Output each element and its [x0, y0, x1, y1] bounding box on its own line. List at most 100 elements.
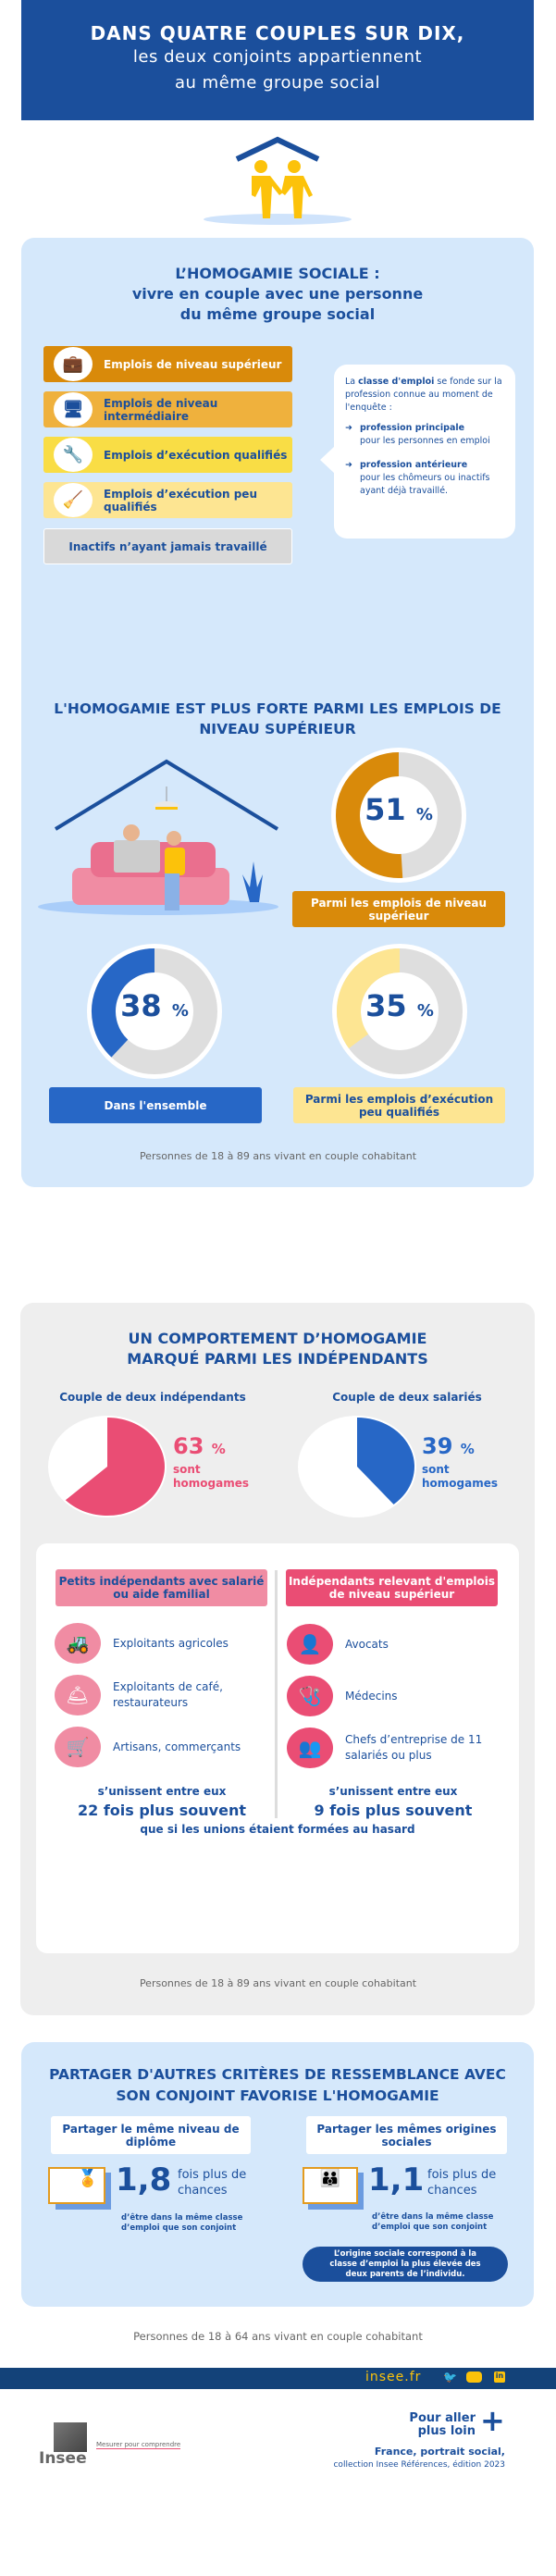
donut-segment	[336, 752, 403, 878]
section4-title: PARTAGER D'AUTRES CRITÈRES DE RESSEMBLAN…	[49, 2066, 506, 2104]
left-unite: s’unissent entre eux	[97, 1785, 227, 1798]
insee-logo: Insee	[39, 2422, 87, 2468]
arrow-icon: ➜	[345, 423, 352, 433]
section3-footnote: Personnes de 18 à 89 ans vivant en coupl…	[139, 1977, 417, 1989]
definition-title-2: vivre en couple avec une personne	[131, 285, 424, 303]
category-label: Emplois de niveau intermédiaire	[104, 396, 218, 423]
monitor-icon: 🖥	[54, 392, 93, 427]
publication-title[interactable]: France, portrait social,	[374, 2446, 505, 2458]
category-execution-qualifies: 🔧 Emplois d’exécution qualifiés	[43, 437, 292, 473]
callout-intro: La classe d'emploi se fonde sur la profe…	[345, 377, 502, 413]
independants-superieur-header: Indépendants relevant d'emplois de nivea…	[286, 1569, 498, 1606]
category-intermediaire: 🖥 Emplois de niveau intermédiaire	[43, 391, 292, 427]
definition-title-1: L’HOMOGAMIE SOCIALE :	[175, 265, 380, 282]
diplome-value: 1,8	[116, 2161, 172, 2198]
classe-emploi-callout: La classe d'emploi se fonde sur la profe…	[320, 365, 515, 539]
diplome-desc: d’être dans la même classe d’emploi que …	[121, 2213, 243, 2233]
header-subtitle-1: les deux conjoints appartiennent	[132, 47, 423, 67]
callout-item-1: ➜ profession principale pour les personnes…	[345, 423, 490, 446]
youtube-icon[interactable]	[466, 2372, 482, 2383]
footer-bar: insee.fr 🐦 in	[0, 2368, 556, 2389]
tractor-icon: 🚜	[55, 1623, 101, 1664]
divider	[275, 1570, 278, 1818]
category-label: Emplois d’exécution peu qualifiés	[104, 487, 257, 514]
section4-footnote: Personnes de 18 à 64 ans vivant en coupl…	[133, 2330, 423, 2343]
label-superieur: Parmi les emplois de niveau supérieur	[292, 891, 505, 927]
list-item: 🛎 Exploitants de café, restaurateurs	[55, 1675, 267, 1715]
pour-aller-plus-loin[interactable]: Pour aller plus loin	[409, 2411, 476, 2438]
callout-item-2: ➜ profession antérieure pour les chômeurs …	[345, 460, 490, 496]
pie-slice	[357, 1418, 414, 1505]
category-inactifs: Inactifs n’ayant jamais travaillé	[43, 528, 292, 564]
couple-house-icon	[204, 136, 352, 225]
pie-salaries	[298, 1416, 416, 1517]
list-item: 👤 Avocats	[287, 1624, 509, 1665]
category-label: Emplois d’exécution qualifiés	[104, 448, 288, 462]
pie-independants-heading: Couple de deux indépendants	[59, 1391, 246, 1404]
list-item: 👥 Chefs d’entreprise de 11 salariés ou pl…	[287, 1728, 509, 1768]
stethoscope-icon: 🩺	[287, 1676, 333, 1716]
petits-independants-list: 🚜 Exploitants agricoles 🛎 Exploitants de c…	[55, 1623, 267, 1767]
arrow-icon: ➜	[345, 460, 352, 470]
pie-independants-text: 63 % sont homogames	[173, 1433, 250, 1490]
list-item: 🛒 Artisans, commerçants	[55, 1727, 267, 1767]
independants-superieur-list: 👤 Avocats 🩺 Médecins 👥 Chefs d’entreprise d…	[287, 1624, 509, 1768]
origines-unit: fois plus de chances	[427, 2168, 497, 2198]
label-peu-qualifies: Parmi les emplois d’exécution peu qualif…	[293, 1087, 505, 1123]
section2-footnote: Personnes de 18 à 89 ans vivant en coupl…	[139, 1150, 417, 1162]
definition-title: L’HOMOGAMIE SOCIALE : vivre en couple av…	[21, 264, 534, 325]
header-banner: DANS QUATRE COUPLES SUR DIX, les deux co…	[21, 0, 534, 120]
donut-superieur	[331, 748, 466, 883]
header-title: DANS QUATRE COUPLES SUR DIX,	[90, 22, 465, 44]
group-icon: 👥	[287, 1728, 333, 1768]
briefcase-icon: 💼	[54, 347, 93, 381]
linkedin-icon[interactable]: in	[494, 2372, 505, 2383]
definition-title-3: du même groupe social	[179, 305, 376, 323]
donut-superieur-value: 51 %	[364, 792, 433, 827]
diplome-heading: Partager le même niveau de diplôme	[51, 2116, 251, 2154]
mop-bucket-icon: 🧹	[54, 483, 93, 517]
category-label: Emplois de niveau supérieur	[104, 357, 282, 371]
origines-heading: Partager les mêmes origines sociales	[306, 2116, 507, 2154]
origines-desc: d’être dans la même classe d’emploi que …	[372, 2212, 494, 2232]
plus-icon: +	[480, 2403, 505, 2438]
shopkeeper-icon: 🛒	[55, 1727, 101, 1767]
pie-slice	[65, 1418, 165, 1516]
right-times: 9 fois plus souvent	[314, 1802, 473, 1819]
label-ensemble: Dans l'ensemble	[49, 1087, 262, 1123]
donut-segment	[92, 948, 155, 1058]
donut-ensemble-value: 38 %	[120, 988, 189, 1023]
insee-link[interactable]: insee.fr	[365, 2370, 422, 2384]
cloche-icon: 🛎	[55, 1675, 101, 1715]
donut-ensemble	[87, 944, 222, 1079]
family-icon: 👪	[303, 2167, 364, 2210]
lawyer-icon: 👤	[287, 1624, 333, 1665]
category-superieur: 💼 Emplois de niveau supérieur	[43, 346, 292, 382]
origine-sociale-note: L’origine sociale correspond à la classe…	[303, 2247, 508, 2282]
donut-peu-qualifies	[332, 944, 467, 1079]
origines-value: 1,1	[368, 2161, 425, 2198]
list-item: 🚜 Exploitants agricoles	[55, 1623, 267, 1664]
pie-salaries-text: 39 % sont homogames	[422, 1433, 499, 1490]
publication-collection: collection Insee Références, édition 202…	[333, 2460, 505, 2470]
petits-independants-header: Petits indépendants avec salarié ou aide…	[56, 1569, 267, 1606]
diplome-unit: fois plus de chances	[178, 2168, 247, 2198]
category-label: Inactifs n’ayant jamais travaillé	[68, 539, 267, 553]
pie-salaries-heading: Couple de deux salariés	[332, 1391, 482, 1404]
section3-title: UN COMPORTEMENT D’HOMOGAMIE MARQUÉ PARMI…	[127, 1330, 428, 1368]
right-unite: s’unissent entre eux	[328, 1785, 458, 1798]
insee-tagline: Mesurer pour comprendre	[96, 2441, 181, 2449]
header-subtitle-2: au même groupe social	[175, 73, 380, 93]
independants-card	[36, 1543, 519, 1953]
couple-sofa-illustration	[38, 759, 279, 915]
conclusion: que si les unions étaient formées au has…	[140, 1823, 415, 1836]
section2-title: L'HOMOGAMIE EST PLUS FORTE PARMI LES EMP…	[54, 700, 501, 737]
donut-peu-qualifies-value: 35 %	[365, 988, 434, 1023]
diploma-icon: 🏅	[48, 2167, 111, 2210]
left-times: 22 fois plus souvent	[77, 1802, 246, 1819]
list-item: 🩺 Médecins	[287, 1676, 509, 1716]
wrench-icon: 🔧	[54, 438, 93, 472]
donut-segment	[337, 948, 401, 1048]
category-execution-peu-qualifies: 🧹 Emplois d’exécution peu qualifiés	[43, 482, 292, 518]
twitter-icon[interactable]: 🐦	[443, 2371, 457, 2384]
